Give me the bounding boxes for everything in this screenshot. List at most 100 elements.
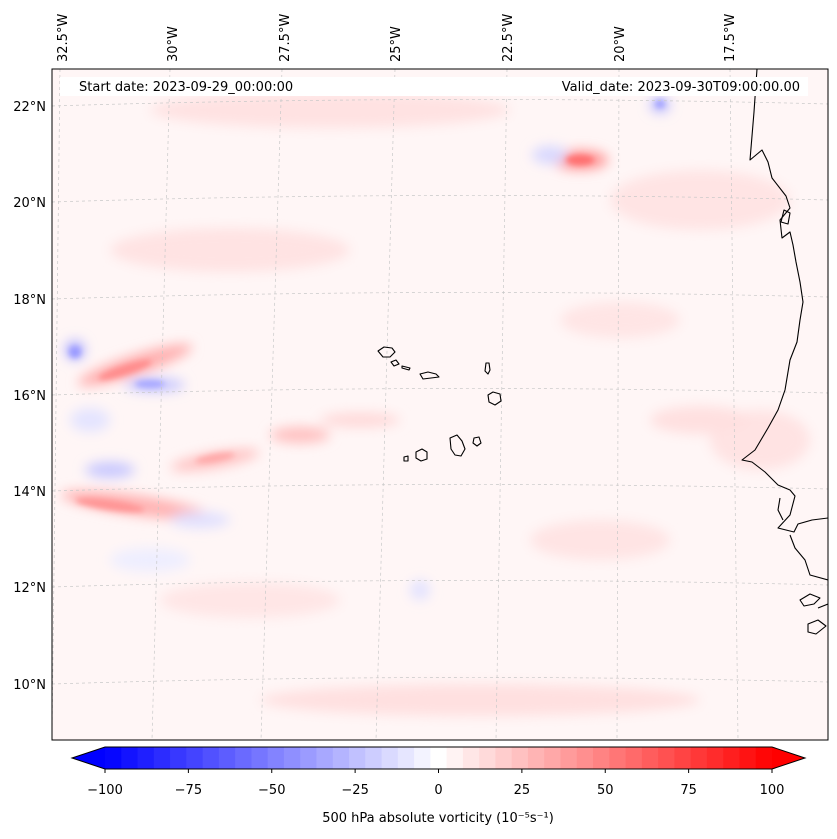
island-outline	[401, 365, 411, 371]
colorbar-swatch	[609, 747, 627, 769]
colorbar-swatch	[186, 747, 204, 769]
colorbar-swatches	[72, 747, 805, 769]
colorbar-swatch	[332, 747, 350, 769]
map-frame	[51, 68, 829, 741]
vorticity-positive-area	[110, 228, 350, 272]
colorbar-swatch	[202, 747, 220, 769]
map-panel	[52, 69, 828, 740]
coastline-detail	[789, 534, 828, 581]
vorticity-positive-area	[560, 302, 680, 338]
lat-label: 10°N	[13, 678, 46, 693]
parallel-line	[52, 99, 828, 107]
coastline-detail	[799, 593, 821, 607]
colorbar-tick-label: 0	[434, 783, 442, 798]
colorbar-swatch	[235, 747, 253, 769]
colorbar-swatch	[544, 747, 562, 769]
colorbar-tick-label: −25	[341, 783, 368, 798]
colorbar-extend-max	[772, 747, 805, 769]
colorbar-tick-label: −100	[87, 783, 123, 798]
colorbar-swatch	[349, 747, 366, 769]
colorbar-ticks: −100 −75 −50 −25 0 25 50 75 100	[87, 769, 784, 798]
meridian-line	[729, 69, 739, 740]
colorbar-swatch	[479, 747, 497, 769]
meridian-line	[52, 69, 61, 740]
lat-label: 20°N	[13, 196, 46, 211]
vorticity-positive-area	[160, 582, 340, 618]
colorbar-swatch	[381, 747, 399, 769]
colorbar-swatch	[641, 747, 659, 769]
meridian-line	[151, 69, 171, 740]
coastline-detail	[807, 619, 827, 635]
colorbar-tick-label: 75	[680, 783, 697, 798]
colorbar-tick-label: −50	[258, 783, 285, 798]
vorticity-background	[52, 69, 828, 740]
island-outline	[390, 359, 400, 367]
parallel-line	[52, 484, 828, 492]
coastline-detail	[777, 497, 784, 521]
colorbar-swatch	[560, 747, 578, 769]
vorticity-positive-area	[650, 406, 750, 434]
colorbar-tick-label: 100	[760, 783, 785, 798]
coastline-detail	[817, 603, 828, 609]
colorbar-label: 500 hPa absolute vorticity (10⁻⁵s⁻¹)	[322, 811, 554, 826]
colorbar-swatch	[495, 747, 513, 769]
island-outline	[415, 448, 428, 462]
lon-label: 25°W	[389, 26, 404, 62]
meridian-line	[616, 69, 620, 740]
colorbar-swatch	[414, 747, 431, 769]
vorticity-cores	[69, 100, 665, 512]
parallel-line	[52, 195, 828, 203]
vorticity-negative-area	[170, 512, 230, 528]
colorbar-swatch	[658, 747, 675, 769]
island-outline	[484, 362, 491, 375]
african-coastline	[741, 69, 828, 635]
colorbar-swatch	[739, 747, 757, 769]
island-outline	[377, 346, 396, 358]
colorbar-swatch	[593, 747, 610, 769]
colorbar-swatch	[755, 747, 773, 769]
colorbar-swatch	[267, 747, 285, 769]
parallel-line	[52, 580, 828, 588]
coastline-detail	[780, 209, 791, 225]
lat-label: 12°N	[13, 581, 46, 596]
vorticity-negative-area	[410, 580, 430, 600]
vorticity-negative-area	[110, 548, 190, 572]
colorbar-swatch	[446, 747, 464, 769]
colorbar-swatch	[625, 747, 643, 769]
colorbar-swatch	[218, 747, 236, 769]
start-date-label: Start date: 2023-09-29_00:00:00	[79, 80, 293, 95]
island-outline	[449, 434, 466, 457]
vorticity-negative-core	[69, 346, 81, 358]
colorbar-swatch	[576, 747, 594, 769]
meridian-line	[495, 69, 508, 740]
parallel-line	[52, 677, 828, 685]
vorticity-negative-core	[135, 380, 165, 388]
island-outline	[403, 455, 409, 462]
parallel-line	[52, 292, 828, 300]
island-outline	[487, 391, 502, 406]
colorbar-tick-label: 25	[514, 783, 531, 798]
colorbar-swatch	[674, 747, 692, 769]
island-outline	[419, 371, 440, 380]
lon-label: 22.5°W	[501, 14, 516, 62]
vorticity-negative-area	[70, 408, 110, 432]
colorbar-swatch	[170, 747, 187, 769]
lat-label: 18°N	[13, 293, 46, 308]
colorbar-swatch	[690, 747, 708, 769]
lon-label: 30°W	[166, 26, 181, 62]
colorbar-swatch	[511, 747, 529, 769]
colorbar-swatch	[121, 747, 139, 769]
vorticity-negative-area	[85, 462, 135, 478]
colorbar-swatch	[251, 747, 269, 769]
vorticity-positive-core	[195, 452, 235, 464]
island-outline	[472, 436, 482, 447]
colorbar-tick-label: −75	[175, 783, 202, 798]
vorticity-negative-area	[532, 146, 568, 164]
vorticity-positive-area	[530, 520, 670, 560]
date-label-box	[60, 77, 808, 96]
colorbar-swatch	[137, 747, 155, 769]
lon-label: 20°W	[613, 26, 628, 62]
colorbar-swatch	[316, 747, 334, 769]
longitude-labels: 32.5°W 30°W 27.5°W 25°W 22.5°W 20°W 17.5…	[56, 14, 738, 62]
